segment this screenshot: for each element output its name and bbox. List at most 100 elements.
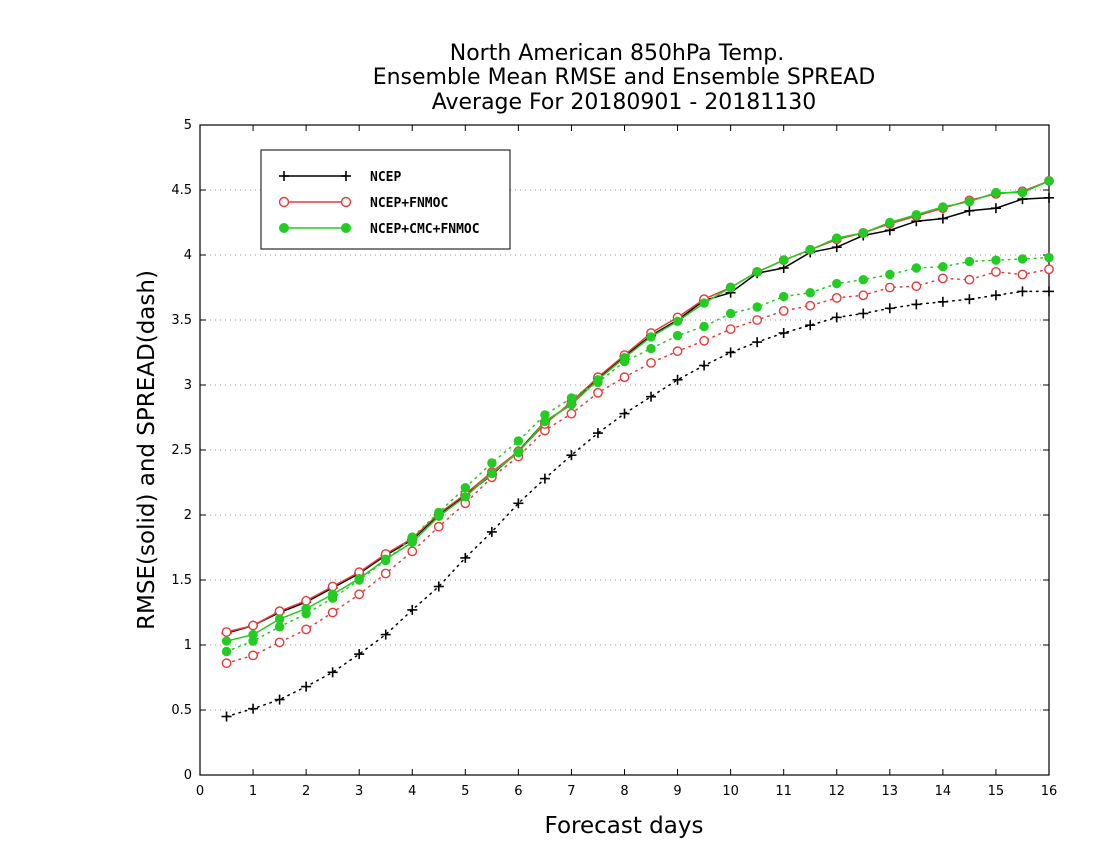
filled-circle-marker (221, 636, 232, 646)
plus-marker (619, 408, 630, 419)
filled-circle-marker (672, 330, 683, 341)
y-tick-label: 1 (184, 638, 192, 653)
open-circle-marker (380, 568, 391, 579)
x-tick-label: 12 (828, 784, 845, 799)
x-tick-label: 3 (355, 784, 363, 799)
filled-circle-marker (991, 255, 1001, 265)
y-tick-label: 0.5 (171, 703, 192, 718)
plus-marker (1044, 192, 1054, 203)
open-circle-marker (248, 650, 258, 661)
open-circle-marker (964, 274, 975, 285)
chart-title: North American 850hPa Temp. Ensemble Mea… (373, 41, 876, 115)
y-tick-label: 0 (184, 768, 192, 783)
filled-circle-marker (778, 291, 789, 302)
plus-marker (725, 347, 736, 358)
y-tick-label: 2 (184, 508, 192, 523)
open-circle-marker (699, 335, 709, 346)
series-ncep-cmc-fnmoc-spread (221, 252, 1054, 657)
rmse-line (225, 180, 1050, 642)
plus-marker (646, 391, 657, 402)
filled-circle-marker (725, 282, 736, 293)
filled-circle-marker (938, 202, 948, 212)
filled-circle-marker (858, 228, 868, 238)
filled-circle-marker (885, 217, 895, 228)
filled-circle-marker (407, 537, 417, 547)
filled-circle-marker (752, 302, 762, 312)
plus-marker (752, 337, 763, 348)
filled-circle-marker (593, 375, 603, 385)
plus-marker (407, 604, 418, 615)
plus-marker (858, 308, 869, 319)
y-tick-label: 5 (184, 118, 192, 133)
legend-box (260, 149, 511, 250)
open-circle-marker (752, 315, 763, 325)
filled-circle-marker (778, 255, 789, 265)
open-circle-marker (619, 372, 630, 383)
filled-circle-marker (354, 574, 364, 584)
filled-circle-marker (646, 332, 656, 342)
plus-marker (341, 171, 351, 181)
legend-entry: NCEP (279, 170, 401, 185)
y-axis-title: RMSE(solid) and SPREAD(dash) (134, 270, 160, 630)
filled-circle-marker (646, 343, 656, 354)
plus-marker (937, 296, 948, 307)
open-circle-marker (566, 408, 577, 419)
plus-marker (964, 294, 975, 305)
filled-circle-marker (911, 263, 922, 273)
plus-marker (566, 450, 577, 461)
plus-marker (460, 552, 471, 563)
plus-marker (327, 667, 338, 678)
series-ncep-spread (221, 286, 1054, 722)
plus-marker (301, 681, 312, 692)
plus-marker (990, 290, 1001, 301)
open-circle-marker (221, 627, 232, 637)
filled-circle-marker (964, 197, 975, 207)
filled-circle-marker (725, 308, 736, 319)
filled-circle-marker (274, 614, 285, 624)
y-tick-label: 4 (184, 248, 192, 263)
filled-circle-marker (832, 278, 842, 289)
filled-circle-marker (1017, 187, 1028, 198)
x-tick-label: 6 (514, 784, 522, 799)
filled-circle-marker (1044, 252, 1054, 263)
filled-circle-marker (672, 316, 683, 326)
axis-ticks: 00.511.522.533.544.550 1 2 3 4 5 6 7 8 9 10 11 12 13 1… (171, 118, 1057, 799)
chart-title-line-3: Average For 20180901 - 20181130 (432, 90, 817, 115)
open-circle-marker (340, 196, 352, 208)
plus-marker (221, 711, 232, 722)
plus-marker (805, 320, 816, 331)
legend-label: NCEP+CMC+FNMOC (370, 222, 480, 237)
filled-circle-marker (885, 269, 895, 280)
spread-line (225, 256, 1050, 653)
y-tick-label: 3 (184, 378, 192, 393)
x-tick-label: 4 (408, 784, 416, 799)
filled-circle-marker (513, 447, 524, 458)
open-circle-marker (991, 266, 1001, 277)
open-circle-marker (778, 305, 789, 316)
plus-marker (831, 312, 842, 323)
legend-label: NCEP+FNMOC (370, 196, 448, 211)
filled-circle-marker (566, 399, 577, 410)
open-circle-marker (354, 589, 365, 600)
plus-marker (1044, 286, 1054, 297)
filled-circle-marker (434, 511, 444, 521)
legend: NCEP NCEP+FNMOC NCEP+CMC+FNMOC (260, 149, 511, 250)
x-tick-label: 16 (1041, 784, 1058, 799)
plus-marker (1017, 286, 1028, 297)
filled-circle-marker (327, 589, 338, 599)
open-circle-marker (672, 346, 683, 357)
x-tick-label: 8 (620, 784, 628, 799)
open-circle-marker (1017, 269, 1028, 280)
filled-circle-marker (381, 554, 391, 564)
open-circle-marker (725, 324, 736, 334)
open-circle-marker (327, 607, 338, 618)
plus-marker (513, 498, 524, 509)
open-circle-marker (274, 606, 285, 617)
filled-circle-marker (221, 646, 232, 657)
plus-marker (964, 205, 975, 216)
plus-marker (778, 328, 789, 338)
plus-marker (672, 374, 683, 385)
y-tick-label: 3.5 (171, 313, 192, 328)
x-tick-label: 13 (882, 784, 899, 799)
open-circle-marker (301, 624, 312, 635)
